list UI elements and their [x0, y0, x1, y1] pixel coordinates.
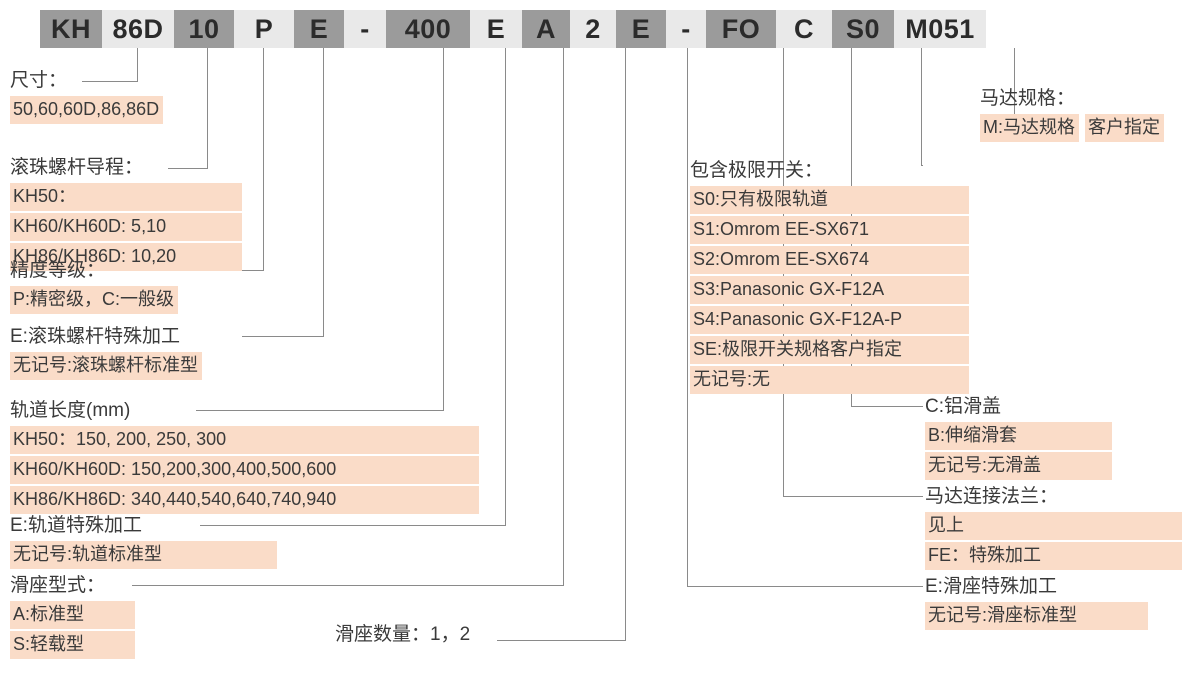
- leader-line-screw-special: [323, 48, 324, 336]
- leader-line-rail-special: [505, 48, 506, 525]
- annotation-cover-line-0: B:伸缩滑套: [925, 422, 1112, 450]
- annotation-rail-length-title: 轨道长度(mm): [10, 400, 131, 421]
- annotation-cover-title: C:铝滑盖: [925, 396, 1002, 417]
- annotation-limit-switch-line-3: S3:Panasonic GX-F12A: [690, 276, 969, 304]
- code-segment-2[interactable]: 10: [174, 10, 234, 48]
- annotation-ball-screw-special: E:滚珠螺杆特殊加工 无记号:滚珠螺杆标准型: [10, 324, 202, 380]
- leader-line-motor-flange-h: [783, 496, 923, 497]
- annotation-slider-type-title: 滑座型式：: [10, 575, 106, 596]
- annotation-slider-type: 滑座型式： A:标准型 S:轻载型: [10, 573, 135, 659]
- leader-line-lead: [207, 48, 208, 168]
- annotation-limit-switch-line-0: S0:只有极限轨道: [690, 186, 969, 214]
- annotation-slider-type-line-0: A:标准型: [10, 601, 135, 629]
- annotation-rail-length-line-2: KH86/KH86D: 340,440,540,640,740,940: [10, 486, 479, 514]
- annotation-accuracy-grade-title: 精度等级：: [10, 260, 106, 281]
- leader-line-limit-switch: [921, 48, 922, 165]
- annotation-motor-flange: 马达连接法兰： 见上 FE：特殊加工: [925, 484, 1182, 570]
- annotation-motor-spec-note: 客户指定: [1085, 114, 1164, 142]
- annotation-ball-screw-lead: 滚珠螺杆导程： KH50： KH60/KH60D: 5,10 KH86/KH86…: [10, 155, 242, 271]
- leader-line-rail-length: [443, 48, 444, 410]
- annotation-accuracy-grade-line: P:精密级，C:一般级: [10, 286, 179, 314]
- leader-line-slider-type-h: [132, 585, 564, 586]
- annotation-cover: C:铝滑盖 B:伸缩滑套 无记号:无滑盖: [925, 394, 1112, 480]
- annotation-slider-special: E:滑座特殊加工 无记号:滑座标准型: [925, 574, 1148, 630]
- annotation-slider-special-title: E:滑座特殊加工: [925, 576, 1057, 597]
- annotation-accuracy-grade: 精度等级： P:精密级，C:一般级: [10, 258, 179, 314]
- annotation-rail-special-line: 无记号:轨道标准型: [10, 541, 277, 569]
- code-segment-13[interactable]: C: [776, 10, 832, 48]
- annotation-slider-type-line-1: S:轻载型: [10, 631, 135, 659]
- annotation-motor-flange-line-1: FE：特殊加工: [925, 542, 1182, 570]
- annotation-motor-spec: 马达规格： M:马达规格 客户指定: [980, 86, 1170, 142]
- annotation-limit-switch-line-1: S1:Omrom EE-SX671: [690, 216, 969, 244]
- annotation-cover-line-1: 无记号:无滑盖: [925, 452, 1112, 480]
- annotation-dimension-line: 50,60,60D,86,86D: [10, 96, 164, 124]
- code-segment-12[interactable]: FO: [706, 10, 776, 48]
- leader-line-rail-length-h: [196, 410, 444, 411]
- code-segment-9[interactable]: 2: [570, 10, 616, 48]
- annotation-motor-flange-title: 马达连接法兰：: [925, 486, 1059, 507]
- leader-line-slider-special: [687, 48, 688, 586]
- annotation-motor-spec-title: 马达规格：: [980, 88, 1076, 109]
- annotation-limit-switch-line-5: SE:极限开关规格客户指定: [690, 336, 969, 364]
- annotation-motor-spec-code: M:马达规格: [980, 114, 1079, 142]
- annotation-ball-screw-lead-line-2: KH86/KH86D: 10,20: [10, 243, 242, 271]
- code-segment-15[interactable]: M051: [894, 10, 986, 48]
- code-segment-3[interactable]: P: [234, 10, 294, 48]
- leader-line-limit-switch-h: [921, 165, 923, 166]
- code-segment-6[interactable]: 400: [386, 10, 470, 48]
- leader-line-slider-count-h: [497, 640, 626, 641]
- code-segment-11[interactable]: -: [666, 10, 706, 48]
- annotation-dimension-title: 尺寸：: [10, 70, 68, 91]
- annotation-rail-special-title: E:轨道特殊加工: [10, 515, 142, 536]
- leader-line-slider-count: [625, 48, 626, 640]
- annotation-rail-special: E:轨道特殊加工 无记号:轨道标准型: [10, 513, 277, 569]
- annotation-rail-length: 轨道长度(mm) KH50：150, 200, 250, 300 KH60/KH…: [10, 398, 479, 514]
- model-code-row: KH 86D 10 P E -400 E A 2 E - FO C S0 M051: [40, 10, 986, 48]
- annotation-rail-length-line-0: KH50：150, 200, 250, 300: [10, 426, 479, 454]
- annotation-ball-screw-lead-title: 滚珠螺杆导程：: [10, 157, 144, 178]
- annotation-limit-switch: 包含极限开关： S0:只有极限轨道 S1:Omrom EE-SX671 S2:O…: [690, 158, 969, 394]
- annotation-slider-count-title: 滑座数量：1，2: [335, 624, 471, 645]
- annotation-ball-screw-lead-line-0: KH50：: [10, 183, 242, 211]
- leader-line-accuracy: [263, 48, 264, 270]
- annotation-dimension: 尺寸： 50,60,60D,86,86D: [10, 68, 164, 124]
- leader-line-cover-h: [851, 406, 923, 407]
- annotation-ball-screw-special-line: 无记号:滚珠螺杆标准型: [10, 352, 202, 380]
- code-segment-10[interactable]: E: [616, 10, 666, 48]
- leader-line-screw-special-h: [242, 336, 324, 337]
- code-segment-14[interactable]: S0: [832, 10, 894, 48]
- leader-line-lead-h: [168, 168, 208, 169]
- leader-line-motor-spec: [1014, 48, 1015, 128]
- code-segment-5[interactable]: -: [344, 10, 386, 48]
- annotation-slider-special-line: 无记号:滑座标准型: [925, 602, 1148, 630]
- annotation-motor-spec-pair: M:马达规格 客户指定: [980, 114, 1170, 142]
- annotation-ball-screw-lead-line-1: KH60/KH60D: 5,10: [10, 213, 242, 241]
- annotation-limit-switch-title: 包含极限开关：: [690, 160, 824, 181]
- code-segment-8[interactable]: A: [522, 10, 570, 48]
- leader-line-dimension-h: [82, 81, 138, 82]
- leader-line-slider-special-h: [687, 586, 923, 587]
- leader-line-slider-type: [563, 48, 564, 585]
- code-segment-7[interactable]: E: [470, 10, 522, 48]
- code-segment-0[interactable]: KH: [40, 10, 102, 48]
- leader-line-dimension: [137, 48, 138, 81]
- code-segment-4[interactable]: E: [294, 10, 344, 48]
- annotation-limit-switch-line-2: S2:Omrom EE-SX674: [690, 246, 969, 274]
- code-segment-1[interactable]: 86D: [102, 10, 174, 48]
- annotation-limit-switch-line-6: 无记号:无: [690, 366, 969, 394]
- annotation-slider-count: 滑座数量：1，2: [335, 622, 470, 648]
- leader-line-rail-special-h: [200, 525, 506, 526]
- annotation-limit-switch-line-4: S4:Panasonic GX-F12A-P: [690, 306, 969, 334]
- annotation-rail-length-line-1: KH60/KH60D: 150,200,300,400,500,600: [10, 456, 479, 484]
- annotation-motor-flange-line-0: 见上: [925, 512, 1182, 540]
- annotation-ball-screw-special-title: E:滚珠螺杆特殊加工: [10, 326, 180, 347]
